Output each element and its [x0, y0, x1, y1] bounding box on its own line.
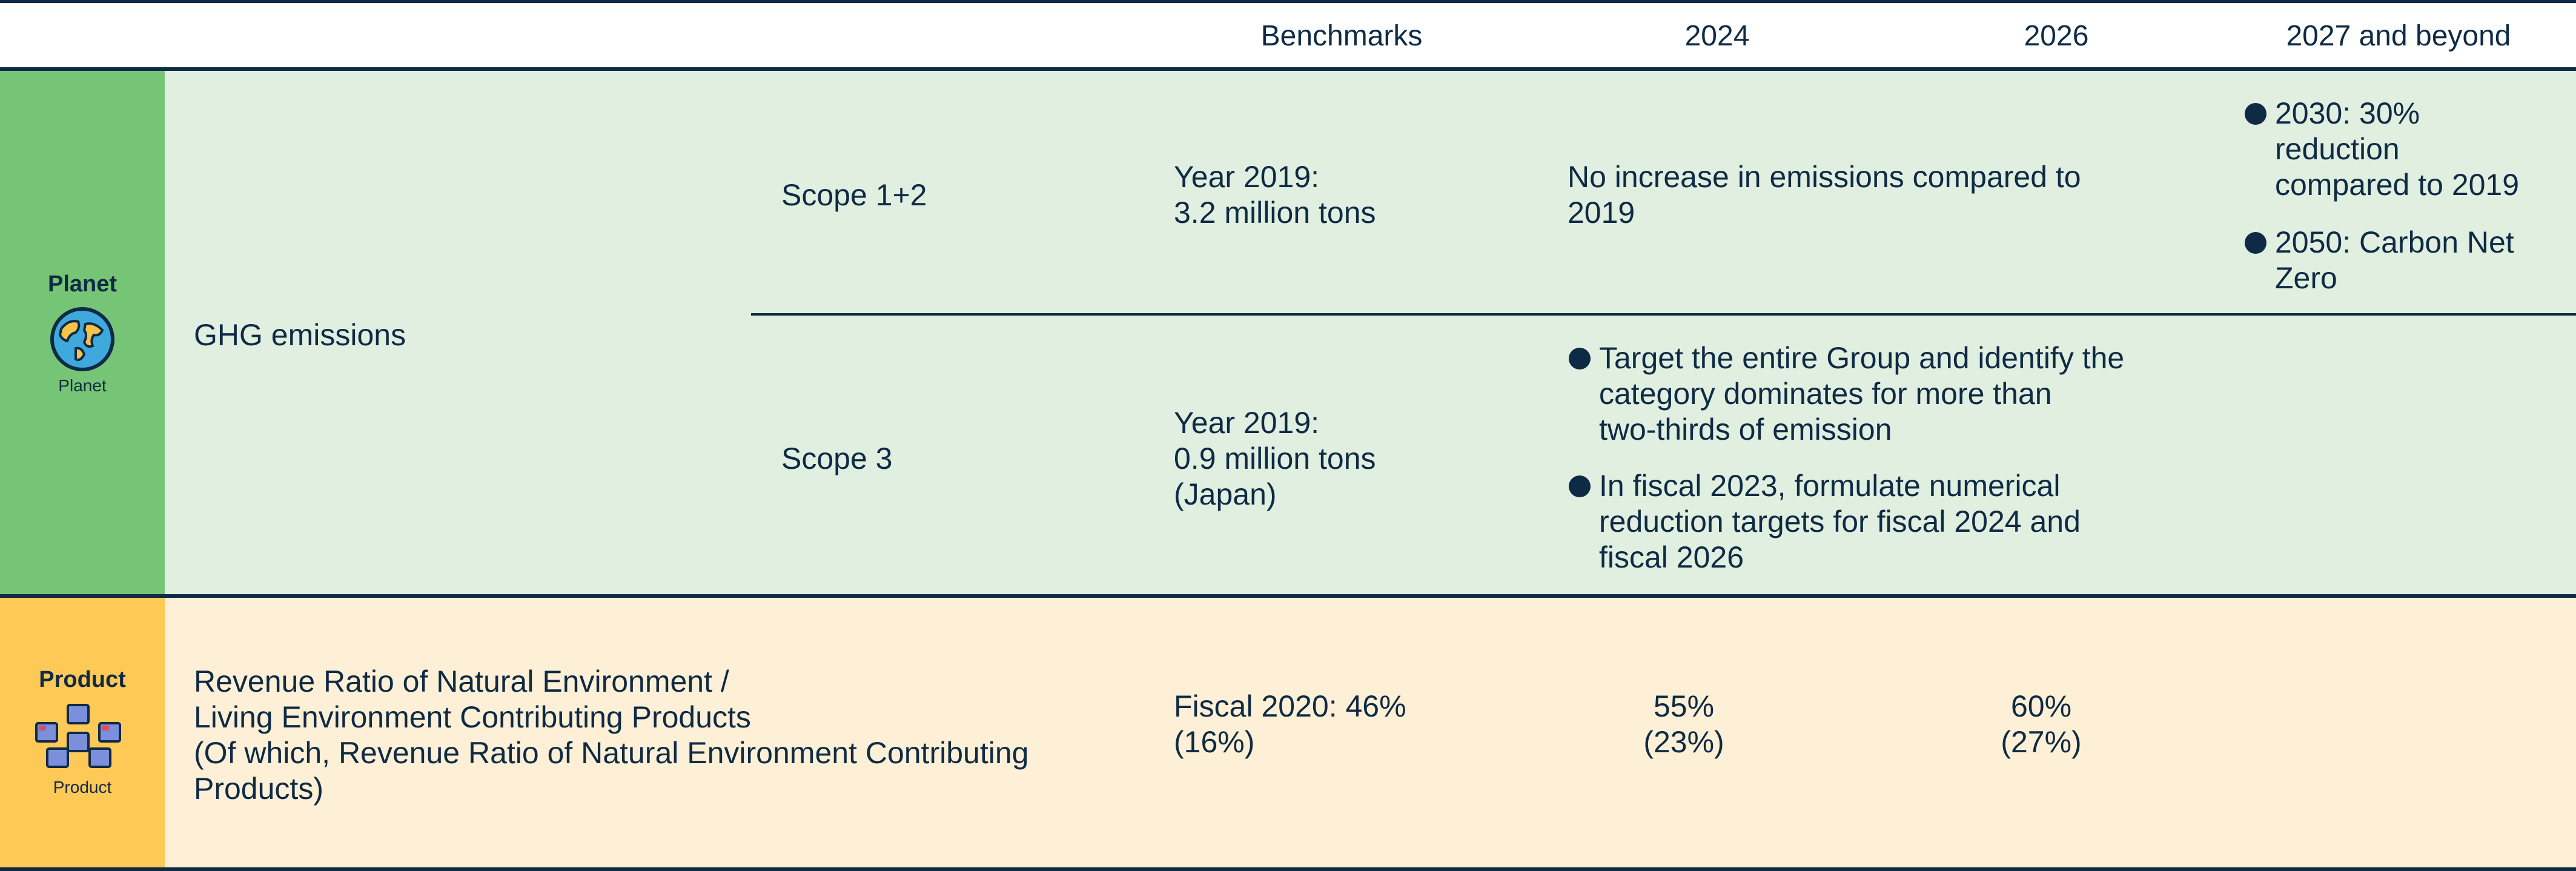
scope12-label: Scope 1+2 — [781, 178, 927, 212]
scope3-target-fiscal: In fiscal 2023, formulate numerical redu… — [1599, 469, 2081, 574]
scope12-beyond-list: 2030: 30% reduction compared to 2019 205… — [2245, 96, 2572, 296]
header-2024: 2024 — [1684, 19, 1750, 52]
header-benchmarks: Benchmarks — [1260, 19, 1423, 52]
product-tag: Product Product — [0, 596, 165, 867]
scope3-benchmark: Year 2019: 0.9 million tons (Japan) — [1174, 406, 1376, 511]
list-item: 2050: Carbon Net Zero — [2245, 225, 2572, 296]
scope3-target-list: Target the entire Group and identify the… — [1569, 340, 2235, 575]
list-item: Target the entire Group and identify the… — [1569, 340, 2235, 448]
scope12-target: No increase in emissions compared to 201… — [1568, 160, 2081, 230]
beyond-item-2050: 2050: Carbon Net Zero — [2275, 225, 2514, 295]
planet-metric: GHG emissions — [194, 318, 406, 352]
product-value-2024: 55% (23%) — [1643, 689, 1724, 759]
header-2027-beyond: 2027 and beyond — [2286, 19, 2511, 52]
bullet-dot — [1569, 475, 1591, 497]
header-2026: 2026 — [2024, 19, 2089, 52]
scope3-label: Scope 3 — [781, 442, 893, 475]
beyond-item-2030: 2030: 30% reduction compared to 2019 — [2275, 96, 2520, 202]
product-metric: Revenue Ratio of Natural Environment / L… — [194, 664, 1029, 806]
planet-tag: Planet Planet — [0, 70, 165, 596]
planet-icon-caption: Planet — [58, 376, 107, 395]
boxes-icon — [35, 703, 121, 768]
scope3-target-group: Target the entire Group and identify the… — [1599, 341, 2125, 446]
list-item: In fiscal 2023, formulate numerical redu… — [1569, 468, 2235, 575]
scope-divider — [751, 313, 2576, 316]
product-label: Product — [39, 666, 126, 692]
bullet-dot — [2245, 232, 2266, 254]
scope12-benchmark: Year 2019: 3.2 million tons — [1174, 160, 1376, 230]
list-item: 2030: 30% reduction compared to 2019 — [2245, 96, 2572, 203]
bullet-dot — [1569, 348, 1591, 369]
planet-product-divider — [0, 594, 2576, 598]
globe-icon — [50, 306, 114, 371]
header-rule — [0, 67, 2576, 71]
product-value-2026: 60% (27%) — [2001, 689, 2082, 759]
top-rule — [0, 0, 2576, 3]
bullet-dot — [2245, 103, 2266, 125]
product-icon-caption: Product — [53, 777, 112, 796]
product-row-bg — [0, 596, 2576, 867]
planet-label: Planet — [47, 271, 118, 297]
planet-row-bg — [0, 70, 2576, 596]
product-benchmark: Fiscal 2020: 46% (16%) — [1174, 689, 1406, 759]
bottom-rule — [0, 867, 2576, 871]
